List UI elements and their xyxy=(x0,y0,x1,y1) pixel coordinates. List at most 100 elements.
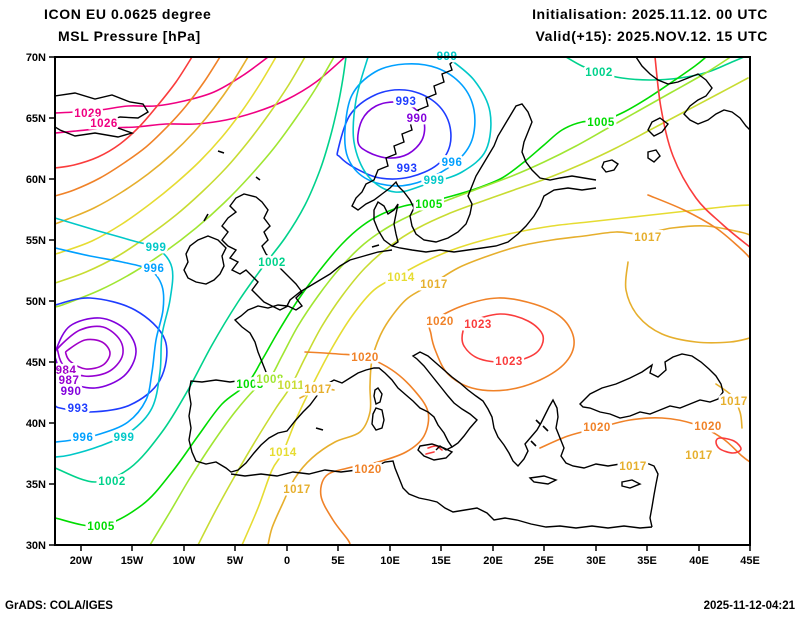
coastline xyxy=(373,387,383,406)
isobar-label-1017: 1017 xyxy=(685,450,713,462)
coastline xyxy=(371,407,385,431)
lon-tick-label: 20W xyxy=(70,555,93,567)
isobar-label-993: 993 xyxy=(397,163,418,175)
coastline xyxy=(373,200,399,247)
isobar-1011 xyxy=(56,58,306,284)
isobar-984 xyxy=(64,338,111,370)
isobar-999 xyxy=(352,58,492,193)
isobar-999 xyxy=(56,217,174,458)
lat-tick-label: 40N xyxy=(26,418,46,430)
isobar-label-1020: 1020 xyxy=(351,352,379,364)
isobar-990 xyxy=(56,317,137,389)
initialisation-time: Initialisation: 2025.11.12. 00 UTC xyxy=(532,6,768,22)
coastline xyxy=(230,460,653,529)
lat-tick-label: 55N xyxy=(26,235,46,247)
lon-tick-label: 0 xyxy=(284,555,290,567)
isobar-label-1020: 1020 xyxy=(694,421,722,433)
isobar-1005 xyxy=(56,58,707,528)
plot-timestamp: 2025-11-12-04:21 xyxy=(703,600,795,612)
isobar-label-999: 999 xyxy=(146,242,167,254)
isobar-1002 xyxy=(56,58,347,483)
isobar-label-1017: 1017 xyxy=(720,396,748,408)
isobar-label-1005: 1005 xyxy=(87,521,115,533)
isobar-label-1017: 1017 xyxy=(634,232,662,244)
coastline xyxy=(647,117,669,137)
isobar-1026 xyxy=(56,58,346,134)
isobar-label-1014: 1014 xyxy=(387,272,415,284)
isobar-1014 xyxy=(241,204,749,544)
coastline xyxy=(417,443,454,461)
island-mark xyxy=(535,419,541,425)
isobar-label-999: 999 xyxy=(424,175,445,187)
isobar-990 xyxy=(356,101,426,159)
isobar-label-996: 996 xyxy=(144,263,165,275)
lon-tick-label: 40E xyxy=(689,555,709,567)
isobar-label-990: 990 xyxy=(407,113,428,125)
island-mark xyxy=(255,176,261,181)
lat-tick-label: 60N xyxy=(26,174,46,186)
isobar-label-1002: 1002 xyxy=(585,67,613,79)
lon-tick-label: 45E xyxy=(740,555,760,567)
lat-tick-label: 30N xyxy=(26,540,46,552)
island-mark xyxy=(217,150,225,154)
lon-tick-label: 10W xyxy=(173,555,196,567)
isobar-996 xyxy=(56,247,165,443)
isobar-label-987: 987 xyxy=(59,375,80,387)
isobar-1002 xyxy=(566,58,744,81)
island-mark xyxy=(315,427,324,431)
isobar-label-1008: 1008 xyxy=(256,374,284,386)
isobar-label-1005: 1005 xyxy=(415,199,443,211)
isobar-label-1002: 1002 xyxy=(258,257,286,269)
isobar-label-984: 984 xyxy=(56,365,77,377)
isobar-label-1017: 1017 xyxy=(283,484,311,496)
isobar-993 xyxy=(56,297,168,413)
coastline xyxy=(351,58,597,243)
axes-layer: 70N 65N 60N 55N 50N 45N 40N 35N 30N 20W 15W 10W 5W 0 5… xyxy=(26,52,760,567)
contour-lines-layer xyxy=(56,58,749,544)
coastline xyxy=(221,193,304,311)
isobar-1017 xyxy=(56,58,249,225)
isobar-1020 xyxy=(304,351,430,544)
isobar-label-1017: 1017 xyxy=(420,279,448,291)
isobar-1023 xyxy=(654,58,749,248)
isobar-label-1014: 1014 xyxy=(269,447,297,459)
lon-tick-label: 20E xyxy=(483,555,503,567)
isobar-987 xyxy=(56,325,124,378)
isobar-label-1023: 1023 xyxy=(495,356,523,368)
isobar-label-1002: 1002 xyxy=(98,476,126,488)
isobar-1023 xyxy=(425,451,435,455)
grads-credit: GrADS: COLA/IGES xyxy=(5,600,113,612)
lat-tick-label: 65N xyxy=(26,113,46,125)
isobar-1017 xyxy=(267,225,749,544)
isobar-1023 xyxy=(715,437,742,454)
isobar-1020 xyxy=(428,297,575,392)
lon-tick-label: 30E xyxy=(586,555,606,567)
field-title: MSL Pressure [hPa] xyxy=(58,28,201,44)
isobar-1023 xyxy=(461,313,545,364)
isobar-label-1029: 1029 xyxy=(74,108,102,120)
isobar-label-1005: 1005 xyxy=(587,117,615,129)
isobar-1008 xyxy=(56,58,335,308)
isobar-label-993: 993 xyxy=(68,403,89,415)
isobar-label-996: 996 xyxy=(442,157,463,169)
lat-tick-label: 50N xyxy=(26,296,46,308)
isobar-label-1005: 1005 xyxy=(236,379,264,391)
coastline xyxy=(391,187,597,253)
lon-tick-label: 25E xyxy=(534,555,554,567)
lat-tick-label: 45N xyxy=(26,357,46,369)
isobar-label-1023: 1023 xyxy=(464,319,492,331)
coastline xyxy=(579,353,724,419)
coastline xyxy=(183,235,227,285)
lat-tick-label: 70N xyxy=(26,52,46,64)
isobar-label-1017: 1017 xyxy=(619,461,647,473)
isobar-label-990: 990 xyxy=(61,386,82,398)
coastline xyxy=(188,249,454,473)
isobar-1020 xyxy=(56,58,221,197)
lon-tick-label: 35E xyxy=(637,555,657,567)
isobar-1014 xyxy=(56,58,277,255)
isobar-1023 xyxy=(56,58,193,169)
lon-tick-label: 10E xyxy=(380,555,400,567)
coastline xyxy=(621,479,642,489)
